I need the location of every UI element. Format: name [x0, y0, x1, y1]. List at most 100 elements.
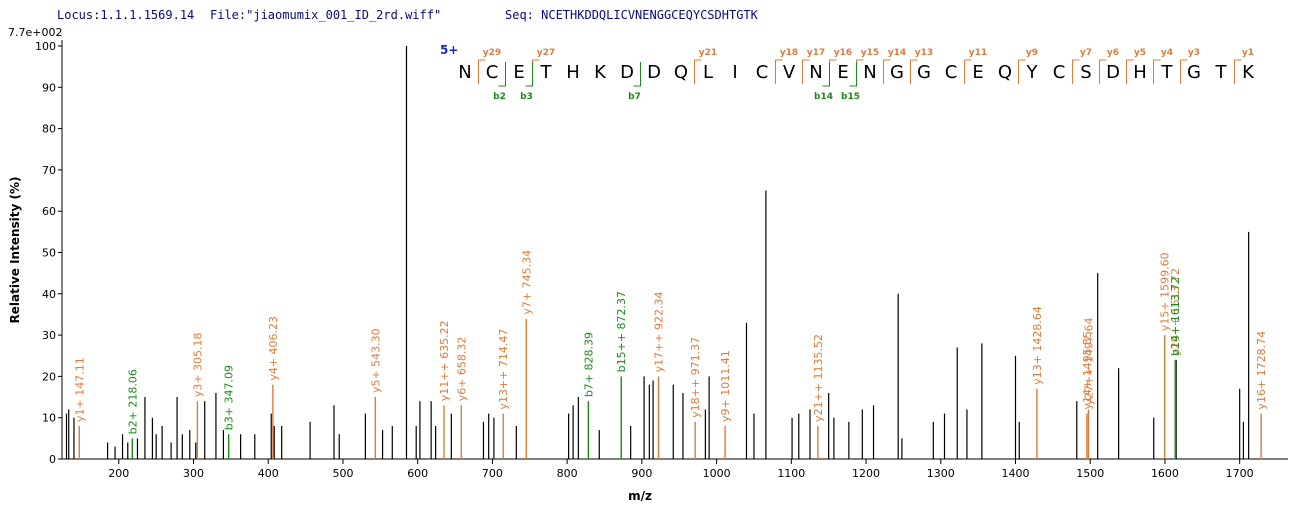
y-cleavage: [1180, 59, 1188, 84]
x-tick-label: 900: [631, 467, 652, 480]
y-cleavage: [802, 59, 810, 84]
peak-label: y15+ 1599.60: [1159, 252, 1172, 331]
b-cleavage: [525, 62, 533, 87]
scale-label: 7.7e+002: [8, 26, 62, 39]
x-tick-label: 300: [183, 467, 204, 480]
residue: D: [1106, 62, 1120, 83]
residue: L: [703, 62, 713, 83]
peak-label: y1+ 147.11: [73, 357, 86, 422]
file: File:"jiaomumix_001_ID_2rd.wiff": [210, 8, 441, 22]
peak-label: y5+ 543.30: [369, 328, 382, 393]
residue: T: [1215, 62, 1228, 83]
x-tick-label: 1700: [1226, 467, 1254, 480]
peak-label: y7+ 745.34: [520, 250, 533, 315]
b-ion-label: b2: [493, 92, 506, 102]
x-tick-label: 1400: [1001, 467, 1029, 480]
residue: E: [513, 62, 524, 83]
y-cleavage: [1018, 59, 1026, 84]
y-tick-label: 100: [35, 40, 56, 53]
y-ion-label: y21: [699, 48, 717, 58]
y-ion-label: y1: [1242, 48, 1254, 58]
residue: N: [809, 62, 822, 83]
y-tick-label: 0: [49, 453, 56, 466]
residue: C: [756, 62, 769, 83]
x-tick-label: 1500: [1076, 467, 1104, 480]
peak-label: y29++ 1613.72: [1169, 268, 1182, 356]
y-ion-label: y6: [1107, 48, 1119, 58]
peak-label: y27++ 1497.64: [1082, 318, 1095, 406]
peak-label: b2+ 218.06: [126, 369, 139, 434]
y-cleavage: [964, 59, 972, 84]
y-cleavage: [829, 59, 837, 84]
x-tick-label: 700: [482, 467, 503, 480]
y-ion-label: y29: [483, 48, 501, 58]
peak-label: y4+ 406.23: [267, 316, 280, 381]
x-tick-label: 400: [258, 467, 279, 480]
b-cleavage: [849, 62, 857, 87]
y-cleavage: [910, 59, 918, 84]
peak-label: y18++ 971.37: [689, 337, 702, 418]
peak-label: y13+ 1428.64: [1031, 306, 1044, 385]
y-tick-label: 70: [42, 164, 56, 177]
residue: G: [890, 62, 904, 83]
y-ion-label: y27: [537, 48, 555, 58]
peak-label: b14+ 1613.72: [1169, 277, 1182, 356]
y-tick-label: 10: [42, 412, 56, 425]
residue: Y: [1026, 62, 1039, 83]
x-tick-label: 1100: [777, 467, 805, 480]
sequence-header: Seq: NCETHKDDQLICVNENGGCEQYCSDHTGTK: [505, 8, 759, 22]
y-cleavage: [694, 59, 702, 84]
residue: C: [486, 62, 499, 83]
y-tick-label: 30: [42, 329, 56, 342]
b-cleavage: [633, 62, 641, 87]
residue: N: [863, 62, 876, 83]
b-ion-label: b3: [520, 92, 533, 102]
residue: E: [837, 62, 848, 83]
x-tick-label: 800: [557, 467, 578, 480]
y-ion-label: y13: [915, 48, 933, 58]
residue: K: [594, 62, 607, 83]
y-ion-label: y7: [1080, 48, 1092, 58]
y-tick-label: 50: [42, 247, 56, 260]
y-ion-label: y18: [780, 48, 798, 58]
y-ion-label: y3: [1188, 48, 1200, 58]
peak-label: y3+ 305.18: [191, 332, 204, 397]
y-cleavage: [1099, 59, 1107, 84]
b-cleavage: [822, 62, 830, 87]
x-tick-label: 500: [332, 467, 353, 480]
b-cleavage: [498, 62, 506, 87]
residue: H: [1133, 62, 1147, 83]
y-cleavage: [775, 59, 783, 84]
peak-label: y14+ 1495.55: [1081, 331, 1094, 410]
peak-label: y16+ 1728.74: [1255, 331, 1268, 410]
residue: E: [972, 62, 983, 83]
residue: H: [566, 62, 580, 83]
x-axis-label: m/z: [628, 489, 652, 503]
x-tick-label: 600: [407, 467, 428, 480]
peak-label: y13++ 714.47: [497, 329, 510, 410]
peak-label: y6+ 658.32: [455, 337, 468, 402]
residue: N: [458, 62, 471, 83]
locus: Locus:1.1.1.1569.14: [57, 8, 194, 22]
residue: D: [620, 62, 634, 83]
peak-label: b15++ 872.37: [615, 291, 628, 372]
residue: G: [1187, 62, 1201, 83]
residue: Q: [674, 62, 688, 83]
y-axis-label: Relative Intensity (%): [8, 177, 22, 324]
y-tick-label: 60: [42, 205, 56, 218]
residue: I: [732, 62, 737, 83]
y-cleavage: [1234, 59, 1242, 84]
y-ion-label: y4: [1161, 48, 1173, 58]
residue: T: [540, 62, 553, 83]
y-cleavage: [883, 59, 891, 84]
y-ion-label: y15: [861, 48, 879, 58]
y-ion-label: y11: [969, 48, 987, 58]
peak-label: b3+ 347.09: [223, 365, 236, 430]
x-tick-label: 1000: [703, 467, 731, 480]
x-tick-label: 1200: [852, 467, 880, 480]
y-tick-label: 80: [42, 123, 56, 136]
residue: T: [1161, 62, 1174, 83]
y-ion-label: y17: [807, 48, 825, 58]
y-cleavage: [1072, 59, 1080, 84]
